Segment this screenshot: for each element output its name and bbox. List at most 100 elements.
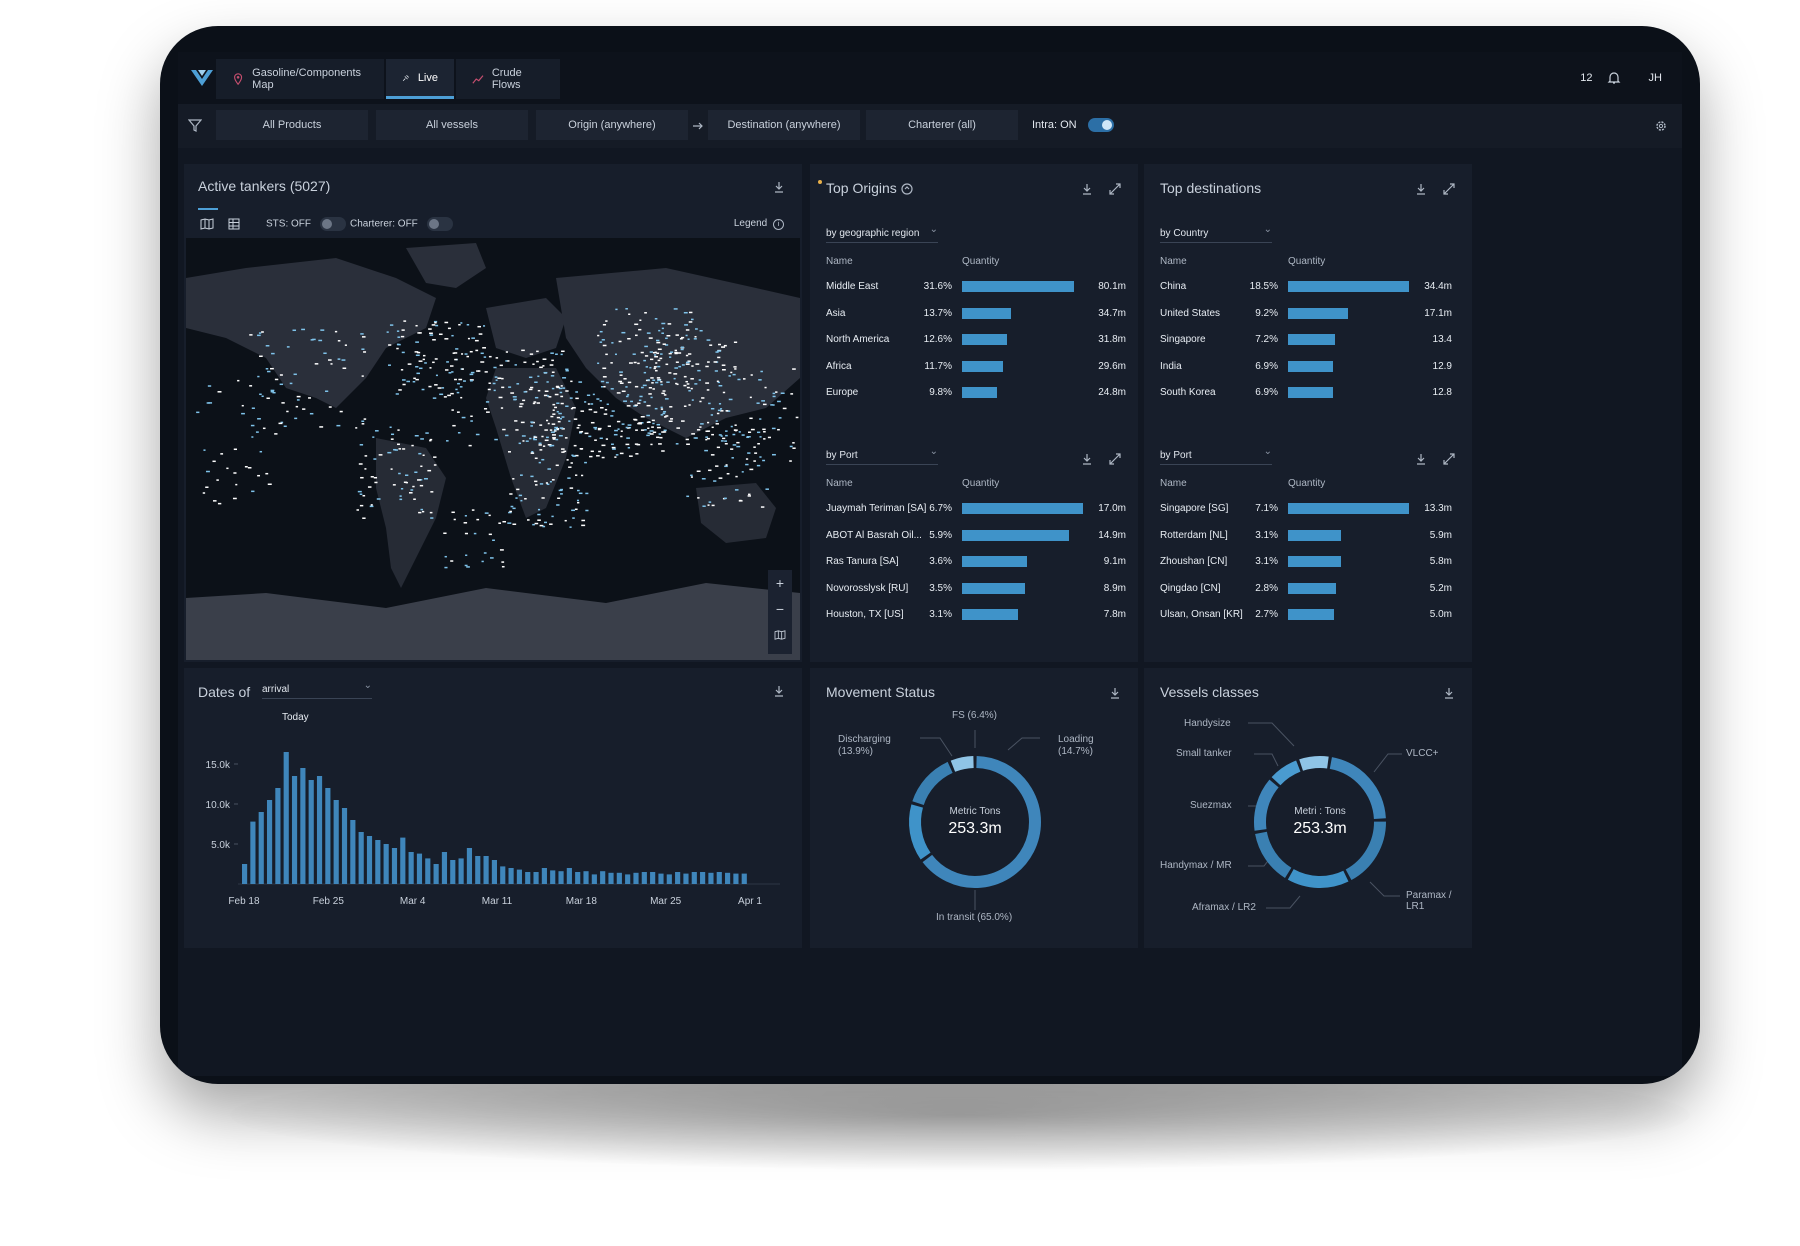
list-item[interactable]: Europe 9.8% 24.8m [826, 384, 1126, 404]
donut-slice[interactable] [922, 756, 1041, 888]
zoom-in-button[interactable]: + [775, 575, 785, 591]
donut-slice[interactable] [912, 761, 953, 806]
tab-crude-flows[interactable]: Crude Flows [456, 59, 560, 99]
histogram-bar[interactable] [366, 836, 373, 884]
list-item[interactable]: Ulsan, Onsan [KR] 2.7% 5.0m [1160, 606, 1460, 626]
destination-filter[interactable]: Destination (anywhere) [708, 110, 860, 140]
list-item[interactable]: United States 9.2% 17.1m [1160, 305, 1460, 325]
histogram-bar[interactable] [616, 872, 622, 884]
histogram-bar[interactable] [441, 852, 448, 884]
user-avatar[interactable]: JH [1648, 72, 1662, 84]
donut-slice[interactable] [1254, 779, 1279, 831]
download-icon[interactable] [1108, 686, 1122, 700]
download-icon[interactable] [1080, 452, 1094, 466]
origin-filter[interactable]: Origin (anywhere) [536, 110, 688, 140]
histogram-bar[interactable] [533, 872, 539, 884]
download-icon[interactable] [772, 180, 786, 194]
histogram-bar[interactable] [500, 866, 506, 884]
world-map[interactable]: + − [186, 238, 800, 660]
expand-icon[interactable] [1442, 452, 1456, 466]
donut-slice[interactable] [1329, 757, 1386, 820]
list-item[interactable]: Rotterdam [NL] 3.1% 5.9m [1160, 527, 1460, 547]
histogram-bar[interactable] [716, 872, 722, 884]
list-item[interactable]: Africa 11.7% 29.6m [826, 358, 1126, 378]
donut-slice[interactable] [909, 804, 931, 860]
histogram-bar[interactable] [408, 852, 414, 884]
histogram-bar[interactable] [466, 848, 473, 884]
download-icon[interactable] [1414, 452, 1428, 466]
table-view-icon[interactable] [228, 218, 240, 230]
list-item[interactable]: ABOT Al Basrah Oil... 5.9% 14.9m [826, 527, 1126, 547]
list-item[interactable]: China 18.5% 34.4m [1160, 278, 1460, 298]
intra-toggle[interactable] [1087, 118, 1114, 132]
date-type-select[interactable]: arrival [262, 680, 372, 699]
histogram-bar[interactable] [325, 788, 331, 884]
donut-slice[interactable] [1345, 821, 1386, 881]
histogram-bar[interactable] [525, 872, 531, 884]
list-item[interactable]: Middle East 31.6% 80.1m [826, 278, 1126, 298]
histogram-bar[interactable] [483, 856, 489, 884]
histogram-bar[interactable] [433, 864, 439, 884]
filter-icon[interactable] [188, 118, 202, 132]
charterer-filter[interactable]: Charterer (all) [866, 110, 1018, 140]
histogram-bar[interactable] [475, 856, 481, 884]
list-item[interactable]: Singapore [SG] 7.1% 13.3m [1160, 500, 1460, 520]
histogram-bar[interactable] [242, 864, 248, 884]
tab-live[interactable]: Live [386, 59, 454, 99]
list-item[interactable]: Houston, TX [US] 3.1% 7.8m [826, 606, 1126, 626]
histogram-bar[interactable] [458, 858, 464, 884]
histogram-bar[interactable] [383, 844, 389, 884]
list-item[interactable]: Juaymah Teriman [SA] 6.7% 17.0m [826, 500, 1126, 520]
list-item[interactable]: Ras Tanura [SA] 3.6% 9.1m [826, 553, 1126, 573]
histogram-bar[interactable] [658, 873, 664, 884]
origin-port-select[interactable]: by Port [826, 446, 938, 465]
refresh-icon[interactable] [900, 182, 914, 196]
histogram-bar[interactable] [541, 868, 547, 884]
donut-slice[interactable] [950, 756, 974, 772]
expand-icon[interactable] [1442, 182, 1456, 196]
destination-port-select[interactable]: by Port [1160, 446, 1272, 465]
origin-region-select[interactable]: by geographic region [826, 224, 938, 243]
histogram-bar[interactable] [258, 812, 264, 884]
histogram-bar[interactable] [641, 872, 647, 884]
donut-slice[interactable] [1255, 831, 1292, 878]
histogram-bar[interactable] [633, 872, 639, 884]
histogram-bar[interactable] [333, 800, 339, 884]
histogram-bar[interactable] [391, 848, 398, 884]
bell-icon[interactable] [1607, 71, 1621, 85]
histogram-bar[interactable] [275, 788, 281, 884]
destination-country-select[interactable]: by Country [1160, 224, 1272, 243]
donut-slice[interactable] [1299, 756, 1329, 771]
histogram-bar[interactable] [600, 871, 606, 884]
histogram-bar[interactable] [250, 821, 256, 884]
histogram-bar[interactable] [350, 820, 356, 884]
histogram-bar[interactable] [308, 780, 314, 884]
histogram-bar[interactable] [300, 768, 306, 884]
histogram-bar[interactable] [550, 870, 556, 884]
histogram-bar[interactable] [741, 873, 747, 884]
expand-icon[interactable] [1108, 182, 1122, 196]
histogram-bar[interactable] [508, 868, 514, 884]
histogram-bar[interactable] [375, 840, 381, 884]
histogram-bar[interactable] [575, 872, 581, 884]
zoom-out-button[interactable]: − [775, 601, 785, 617]
list-item[interactable]: South Korea 6.9% 12.8 [1160, 384, 1460, 404]
list-item[interactable]: Qingdao [CN] 2.8% 5.2m [1160, 580, 1460, 600]
list-item[interactable]: Zhoushan [CN] 3.1% 5.8m [1160, 553, 1460, 573]
list-item[interactable]: Singapore 7.2% 13.4 [1160, 331, 1460, 351]
histogram-bar[interactable] [675, 872, 681, 884]
list-item[interactable]: India 6.9% 12.9 [1160, 358, 1460, 378]
gear-icon[interactable] [1654, 119, 1668, 133]
download-icon[interactable] [1442, 686, 1456, 700]
histogram-bar[interactable] [608, 872, 614, 884]
histogram-bar[interactable] [400, 837, 406, 884]
expand-icon[interactable] [1108, 452, 1122, 466]
histogram-bar[interactable] [700, 872, 706, 884]
histogram-bar[interactable] [558, 871, 564, 884]
histogram-bar[interactable] [416, 853, 423, 884]
charterer-toggle[interactable] [426, 217, 453, 231]
list-item[interactable]: North America 12.6% 31.8m [826, 331, 1126, 351]
download-icon[interactable] [772, 684, 786, 698]
vessels-filter[interactable]: All vessels [376, 110, 528, 140]
histogram-bar[interactable] [583, 871, 589, 884]
